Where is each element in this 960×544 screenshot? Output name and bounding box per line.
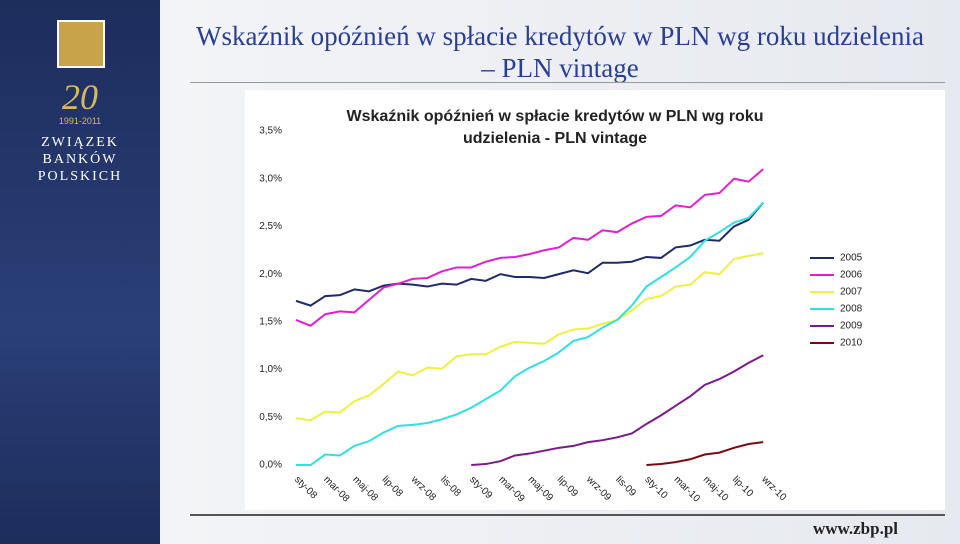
x-tick-label: lip-10 — [730, 474, 755, 499]
x-tick-label: lis-08 — [438, 474, 463, 499]
logo — [57, 20, 105, 68]
title-rule — [190, 82, 945, 83]
logo-number: 20 — [62, 77, 98, 117]
y-tick-label: 2,5% — [259, 221, 282, 232]
footer-rule — [190, 514, 945, 516]
legend-label: 2009 — [840, 321, 863, 332]
chart-title: Wskaźnik opóźnień w spłacie kredytów w P… — [346, 108, 764, 147]
legend-label: 2008 — [840, 304, 863, 315]
x-tick-label: maj-09 — [526, 474, 556, 504]
legend-label: 2006 — [840, 270, 863, 281]
legend-box — [808, 248, 890, 351]
org-name: Związek Banków Polskich — [0, 134, 160, 185]
org-line: Banków — [42, 152, 118, 167]
org-line: Związek — [41, 135, 119, 150]
x-tick-label: lis-09 — [613, 474, 638, 499]
legend-label: 2010 — [840, 338, 863, 349]
x-tick-label: maj-08 — [350, 474, 380, 504]
x-tick-label: wrz-10 — [759, 474, 789, 504]
x-tick-label: sty-10 — [642, 474, 669, 501]
y-tick-label: 1,5% — [259, 316, 282, 327]
series-line — [295, 252, 764, 422]
series-line — [471, 354, 764, 466]
series-line — [295, 201, 764, 307]
x-tick-label: mar-10 — [672, 474, 702, 504]
series-line — [295, 168, 764, 327]
y-tick-label: 3,0% — [259, 173, 282, 184]
slide-title: Wskaźnik opóźnień w spłacie kredytów w P… — [195, 21, 925, 83]
x-tick-label: sty-09 — [467, 474, 494, 501]
x-tick-label: wrz-08 — [408, 474, 438, 504]
footer: www.zbp.pl — [812, 519, 898, 538]
org-line: Polskich — [37, 169, 123, 184]
x-tick-label: mar-09 — [496, 474, 526, 504]
series-line — [296, 201, 764, 466]
x-tick-label: sty-08 — [292, 474, 319, 501]
legend-label: 2005 — [840, 253, 863, 264]
y-tick-label: 2,0% — [259, 269, 282, 280]
x-tick-label: lip-09 — [555, 474, 580, 499]
x-tick-label: lip-08 — [380, 474, 405, 499]
series-line — [646, 441, 764, 466]
y-tick-label: 3,5% — [259, 126, 282, 137]
x-tick-label: wrz-09 — [583, 474, 613, 504]
sidebar: 20 1991-2011 Związek Banków Polskich — [0, 0, 160, 544]
x-tick-label: mar-08 — [321, 474, 351, 504]
y-tick-label: 1,0% — [259, 364, 282, 375]
y-tick-label: 0,5% — [259, 412, 282, 423]
y-tick-label: 0,0% — [259, 460, 282, 471]
logo-years: 1991-2011 — [58, 116, 102, 126]
legend-label: 2007 — [840, 287, 863, 298]
x-tick-label: maj-10 — [701, 474, 731, 504]
